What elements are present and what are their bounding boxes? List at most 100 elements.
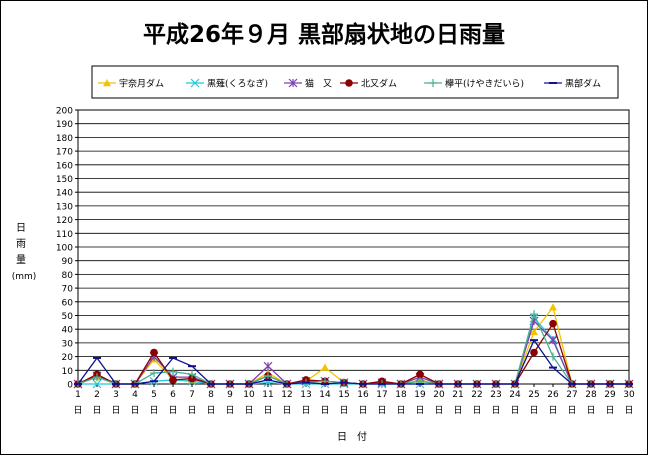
y-tick-label: 90 bbox=[62, 257, 74, 267]
y-tick-label: 170 bbox=[56, 148, 73, 158]
x-tick-label: 日 bbox=[396, 405, 405, 416]
x-tick-label: 日 bbox=[168, 405, 177, 416]
legend-label: 宇奈月ダム bbox=[119, 78, 164, 90]
chart-title: 平成26年９月 黒部扇状地の日雨量 bbox=[143, 21, 505, 48]
series-line bbox=[77, 338, 629, 385]
data-point bbox=[188, 374, 196, 383]
legend-entry: 猫 又 bbox=[284, 78, 332, 90]
x-tick-label: 日 bbox=[301, 405, 310, 416]
legend-entry: 欅平(けやきだいら) bbox=[424, 79, 524, 90]
y-tick-label: 120 bbox=[56, 216, 73, 226]
x-tick-label: 11 bbox=[262, 390, 273, 400]
y-axis-label-char-2: 雨 bbox=[16, 239, 26, 250]
x-tick-label: 23 bbox=[490, 390, 501, 400]
legend-marker bbox=[288, 78, 298, 88]
x-tick-label: 12 bbox=[281, 390, 292, 400]
x-tick-label: 日 bbox=[510, 405, 519, 416]
data-point bbox=[150, 369, 158, 378]
x-tick-label: 日 bbox=[73, 405, 82, 416]
y-tick-label: 140 bbox=[56, 189, 73, 199]
legend-label: 欅平(けやきだいら) bbox=[445, 79, 524, 90]
x-tick-label: 24 bbox=[509, 390, 521, 400]
data-point bbox=[549, 319, 557, 328]
x-axis-ticks: 1日2日3日4日5日6日7日8日9日10日11日12日13日14日15日16日1… bbox=[73, 384, 635, 416]
x-tick-label: 30 bbox=[623, 390, 635, 400]
x-tick-label: 日 bbox=[453, 405, 462, 416]
x-axis-label: 日 付 bbox=[337, 430, 367, 443]
x-tick-label: 日 bbox=[377, 405, 386, 416]
x-tick-label: 9 bbox=[227, 390, 233, 400]
legend-marker bbox=[190, 78, 200, 88]
x-tick-label: 日 bbox=[92, 405, 101, 416]
y-tick-label: 190 bbox=[56, 120, 73, 130]
legend-entry: 宇奈月ダム bbox=[98, 78, 164, 90]
x-tick-label: 日 bbox=[624, 405, 633, 416]
x-tick-label: 5 bbox=[151, 390, 157, 400]
y-tick-label: 50 bbox=[62, 312, 74, 322]
x-tick-label: 22 bbox=[471, 390, 482, 400]
x-tick-label: 日 bbox=[130, 405, 139, 416]
data-point bbox=[169, 367, 177, 376]
data-point bbox=[150, 348, 158, 357]
y-tick-label: 30 bbox=[62, 339, 74, 349]
y-tick-label: 60 bbox=[62, 298, 74, 308]
legend-box bbox=[91, 65, 619, 99]
y-tick-label: 180 bbox=[56, 134, 73, 144]
data-point bbox=[548, 335, 558, 345]
x-tick-label: 8 bbox=[208, 390, 214, 400]
data-point bbox=[169, 376, 177, 384]
x-tick-label: 16 bbox=[357, 390, 369, 400]
legend-entry: 北又ダム bbox=[340, 78, 397, 90]
x-tick-label: 19 bbox=[414, 390, 426, 400]
data-point bbox=[530, 310, 538, 319]
x-tick-label: 20 bbox=[433, 390, 445, 400]
y-axis-unit: (mm) bbox=[12, 272, 37, 282]
x-tick-label: 15 bbox=[338, 390, 349, 400]
data-point bbox=[530, 327, 538, 336]
y-tick-label: 0 bbox=[67, 381, 73, 391]
x-tick-label: 日 bbox=[339, 405, 348, 416]
legend-label: 黒薙(くろなぎ) bbox=[207, 78, 268, 90]
data-point bbox=[530, 348, 538, 357]
data-point bbox=[549, 303, 557, 311]
series-4 bbox=[74, 319, 633, 388]
y-axis-label-char-3: 量 bbox=[16, 254, 26, 266]
x-tick-label: 日 bbox=[149, 405, 158, 416]
x-tick-label: 3 bbox=[113, 390, 119, 400]
y-tick-label: 40 bbox=[62, 326, 74, 336]
x-tick-label: 日 bbox=[415, 405, 424, 416]
x-tick-label: 29 bbox=[604, 390, 616, 400]
x-tick-label: 7 bbox=[189, 390, 195, 400]
data-point bbox=[416, 370, 424, 379]
y-tick-label: 10 bbox=[62, 367, 74, 377]
data-point bbox=[549, 352, 557, 361]
x-tick-label: 日 bbox=[320, 405, 329, 416]
data-point bbox=[188, 370, 196, 379]
legend-marker bbox=[429, 79, 437, 87]
x-tick-label: 日 bbox=[244, 405, 253, 416]
x-tick-label: 日 bbox=[358, 405, 367, 416]
x-tick-label: 日 bbox=[225, 405, 234, 416]
legend-label: 北又ダム bbox=[361, 78, 397, 90]
data-point bbox=[263, 361, 273, 371]
legend-marker bbox=[103, 79, 111, 87]
x-tick-label: 21 bbox=[452, 390, 463, 400]
series-group bbox=[73, 303, 634, 389]
x-tick-label: 17 bbox=[376, 390, 387, 400]
y-tick-label: 150 bbox=[56, 175, 73, 185]
x-tick-label: 日 bbox=[567, 405, 576, 416]
y-tick-label: 110 bbox=[56, 230, 73, 240]
y-tick-label: 70 bbox=[62, 285, 74, 295]
x-tick-label: 10 bbox=[243, 390, 255, 400]
y-axis-label-char-1: 日 bbox=[16, 223, 26, 234]
x-tick-label: 日 bbox=[187, 405, 196, 416]
x-tick-label: 日 bbox=[586, 405, 595, 416]
x-tick-label: 13 bbox=[300, 390, 311, 400]
legend: 宇奈月ダム 黒薙(くろなぎ) 猫 又 北又ダム 欅平(けやきだいら) 黒部ダム bbox=[91, 65, 619, 99]
x-tick-label: 18 bbox=[395, 390, 407, 400]
x-tick-label: 日 bbox=[472, 405, 481, 416]
x-tick-label: 6 bbox=[170, 390, 176, 400]
data-point bbox=[264, 371, 272, 380]
